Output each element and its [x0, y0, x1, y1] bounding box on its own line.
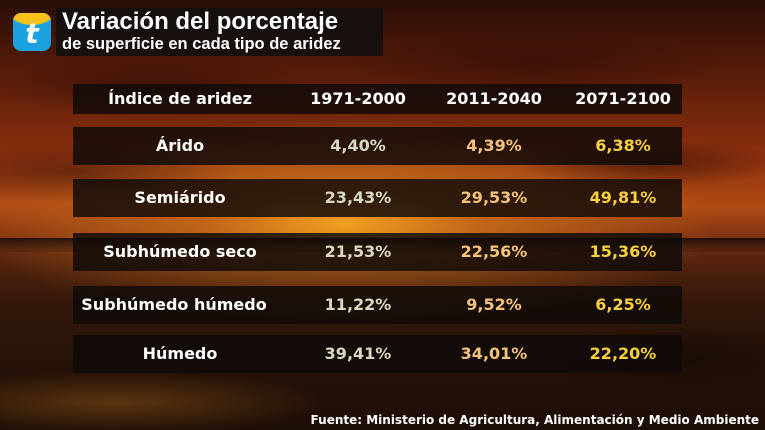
- cell-2011-2040: 29,53%: [460, 188, 528, 207]
- cell-1971-2000: 4,40%: [330, 136, 386, 155]
- table-row: [73, 179, 682, 217]
- cell-2071-2100: 6,38%: [595, 136, 651, 155]
- cell-2071-2100: 22,20%: [589, 344, 657, 363]
- logo-letter: t: [25, 17, 39, 50]
- cell-1971-2000: 11,22%: [324, 295, 392, 314]
- header-row: [73, 84, 682, 114]
- row-label: Semiárido: [134, 188, 226, 207]
- page-subtitle: de superficie en cada tipo de aridez: [62, 35, 341, 53]
- cell-1971-2000: 21,53%: [324, 242, 392, 261]
- cell-1971-2000: 39,41%: [324, 344, 392, 363]
- header-cell-2071: 2071-2100: [575, 89, 671, 108]
- cell-2011-2040: 4,39%: [466, 136, 522, 155]
- cell-2011-2040: 9,52%: [466, 295, 522, 314]
- source-caption: Fuente: Ministerio de Agricultura, Alime…: [310, 413, 759, 427]
- cell-2011-2040: 34,01%: [460, 344, 528, 363]
- row-label: Subhúmedo seco: [103, 242, 257, 261]
- table-row: [73, 233, 682, 271]
- cell-1971-2000: 23,43%: [324, 188, 392, 207]
- row-label: Subhúmedo húmedo: [81, 295, 267, 314]
- header-cell-1971: 1971-2000: [310, 89, 406, 108]
- cell-2071-2100: 49,81%: [589, 188, 657, 207]
- table-row: [73, 127, 682, 165]
- cell-2011-2040: 22,56%: [460, 242, 528, 261]
- cell-2071-2100: 6,25%: [595, 295, 651, 314]
- header-cell-2011: 2011-2040: [446, 89, 542, 108]
- page-title: Variación del porcentaje: [62, 8, 339, 35]
- table-row: [73, 335, 682, 373]
- row-label: Húmedo: [142, 344, 218, 363]
- title-box: [56, 8, 383, 56]
- table-row: [73, 286, 682, 324]
- cell-2071-2100: 15,36%: [589, 242, 657, 261]
- row-label: Árido: [155, 136, 205, 155]
- brand-logo-icon: t: [13, 13, 51, 51]
- header-cell-index: Índice de aridez: [108, 89, 252, 108]
